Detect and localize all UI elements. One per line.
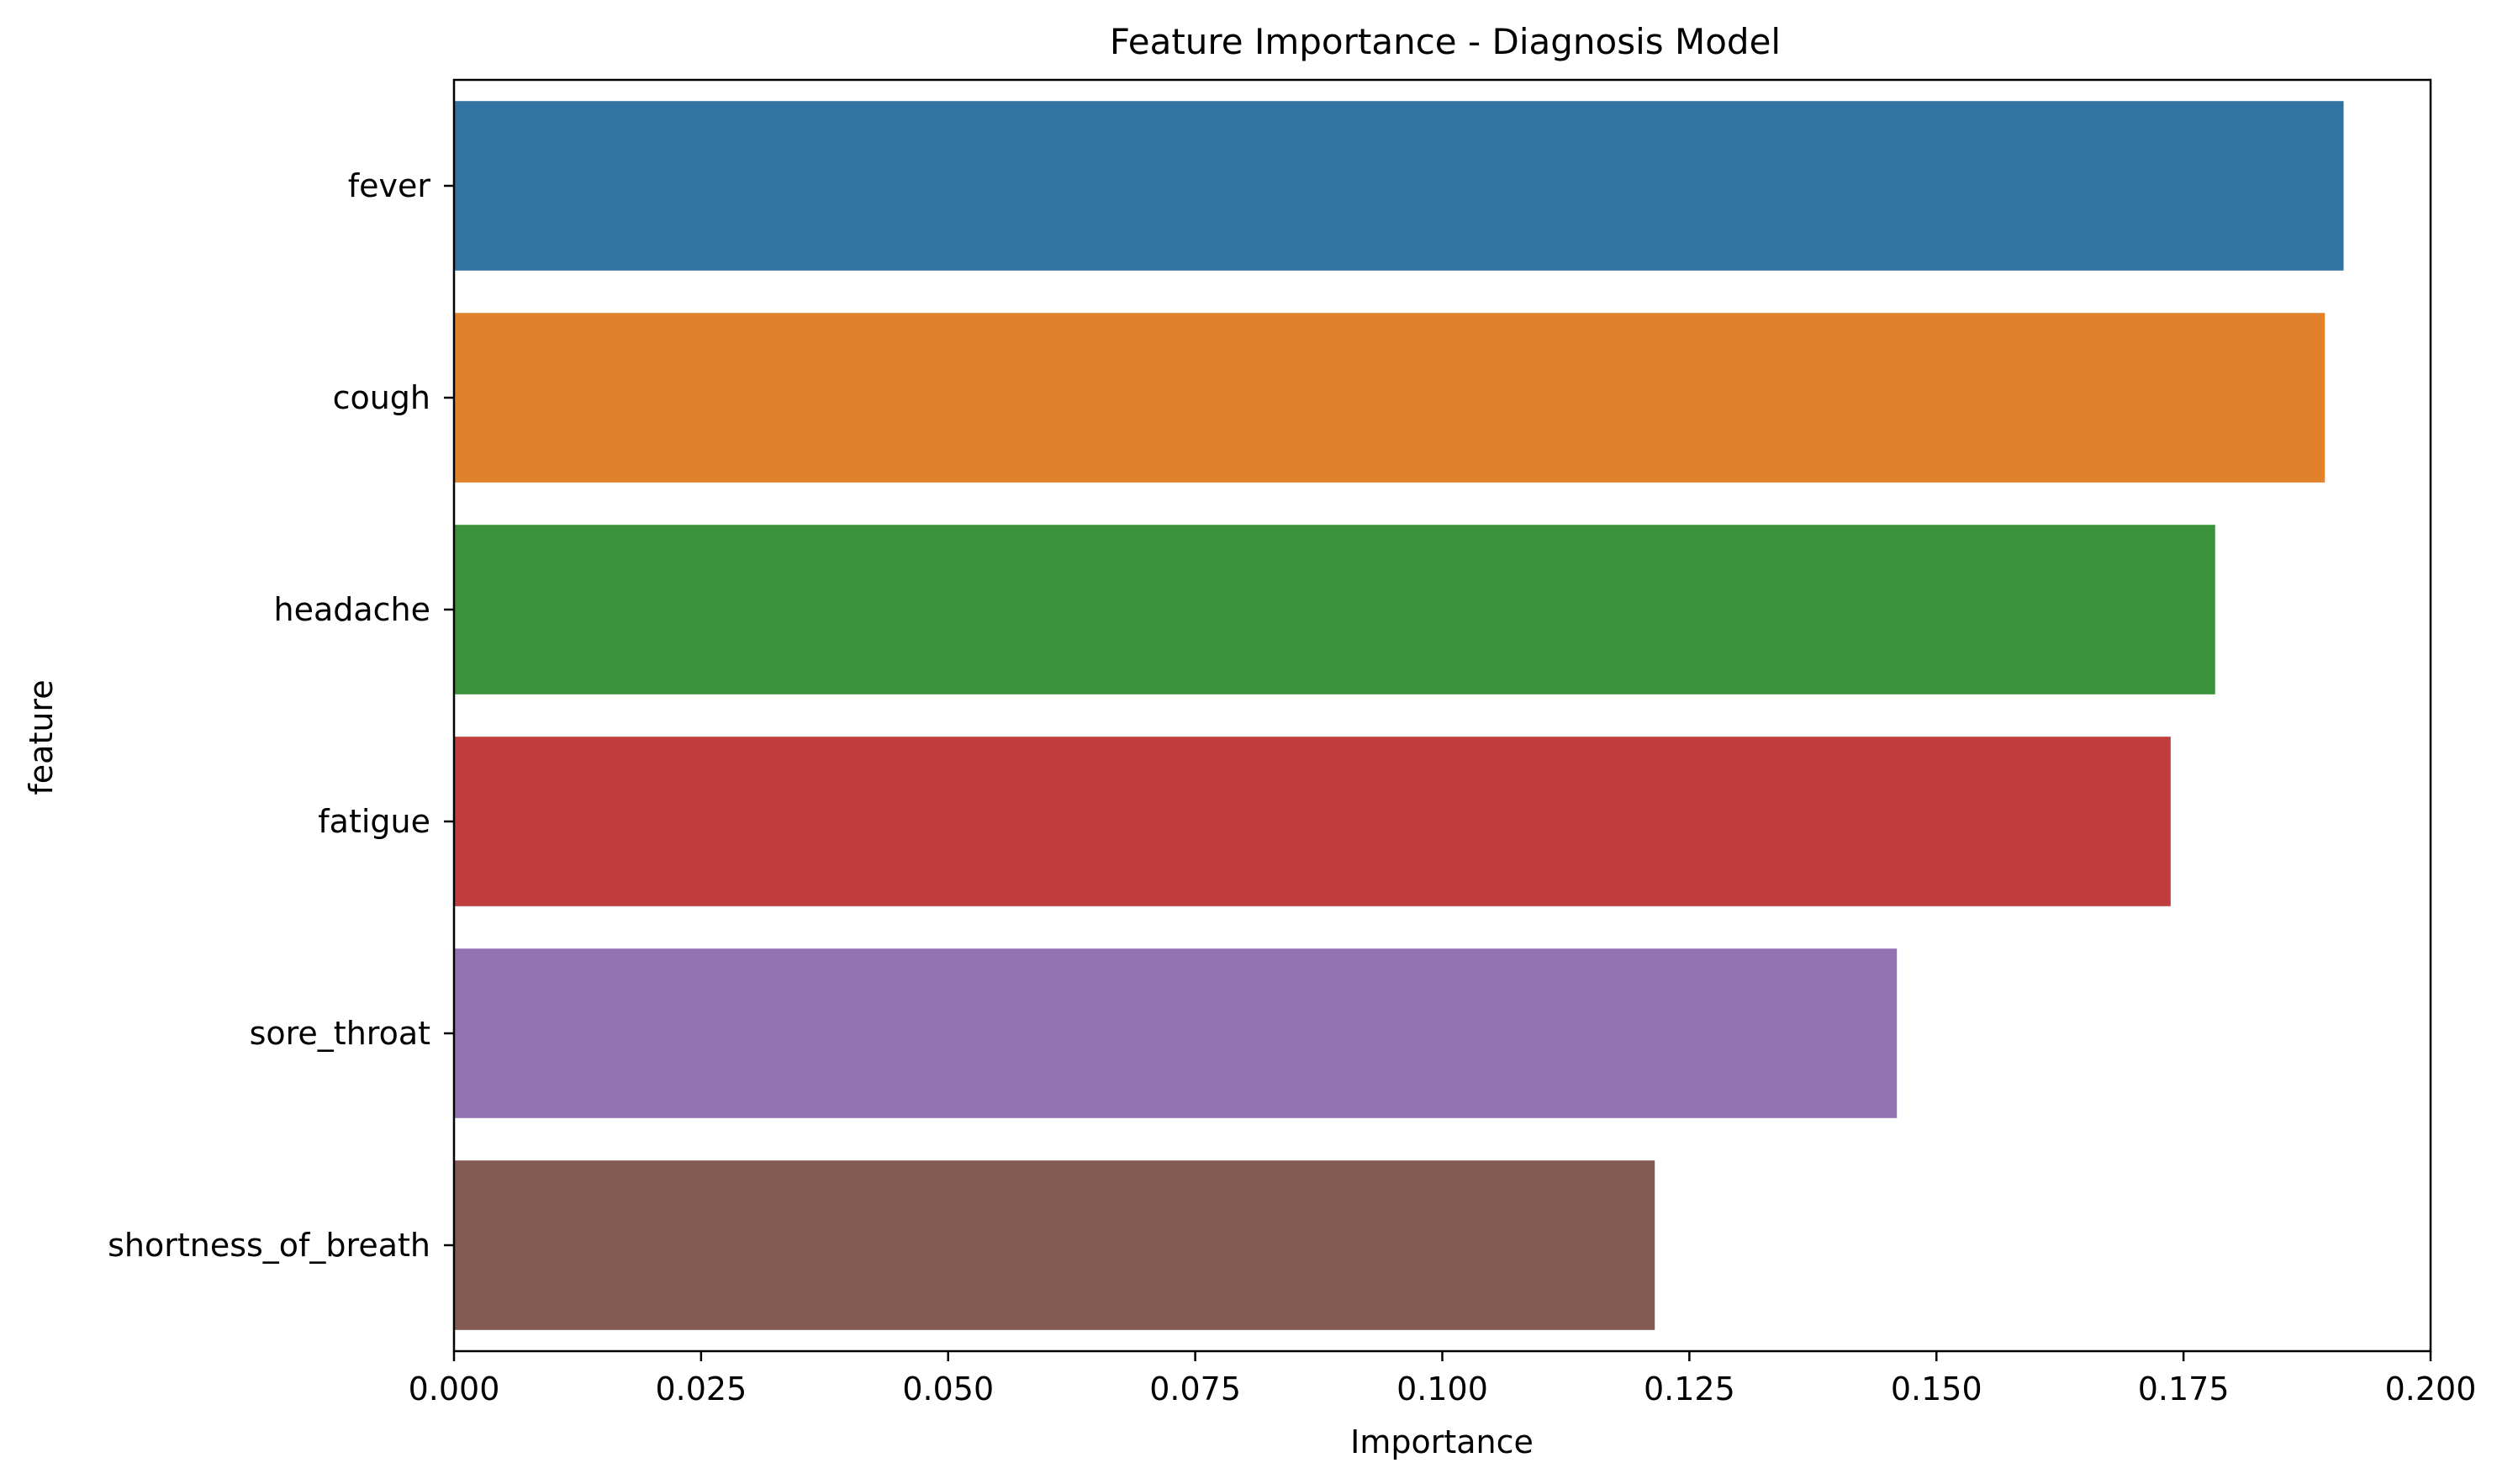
y-tick-label-headache: headache — [273, 591, 430, 628]
y-tick-label-fever: fever — [348, 167, 431, 204]
y-tick-label-sore-throat: sore_throat — [250, 1015, 430, 1052]
bar-fatigue — [454, 737, 2171, 906]
plot-frame — [452, 78, 2432, 1353]
bars-group — [454, 101, 2344, 1330]
bar-shortness-of-breath — [454, 1160, 1655, 1330]
x-tick-label: 0.100 — [1396, 1370, 1488, 1407]
y-tick-label-shortness-of-breath: shortness_of_breath — [108, 1227, 430, 1264]
bar-sore-throat — [454, 948, 1898, 1118]
x-axis-label: Importance — [1350, 1423, 1534, 1460]
x-tick-label: 0.025 — [655, 1370, 747, 1407]
y-tick-label-cough: cough — [333, 379, 430, 416]
x-tick-label: 0.125 — [1644, 1370, 1735, 1407]
bar-fever — [454, 101, 2344, 271]
y-axis-ticks: fever cough headache fatigue sore_throatshor… — [108, 167, 454, 1264]
x-tick-label: 0.075 — [1149, 1370, 1241, 1407]
bar-cough — [454, 313, 2325, 483]
x-tick-label: 0.175 — [2138, 1370, 2230, 1407]
bar-headache — [454, 525, 2215, 694]
x-axis-ticks: 0.000 0.025 0.050 0.075 0.100 0.125 0.150 0.175… — [409, 1351, 2477, 1407]
chart-title: Feature Importance - Diagnosis Model — [1110, 21, 1781, 62]
x-tick-label: 0.050 — [902, 1370, 994, 1407]
x-tick-label: 0.200 — [2385, 1370, 2477, 1407]
x-tick-label: 0.000 — [409, 1370, 500, 1407]
y-axis-label: feature — [23, 679, 60, 795]
x-tick-label: 0.150 — [1891, 1370, 1982, 1407]
y-tick-label-fatigue: fatigue — [318, 803, 430, 840]
